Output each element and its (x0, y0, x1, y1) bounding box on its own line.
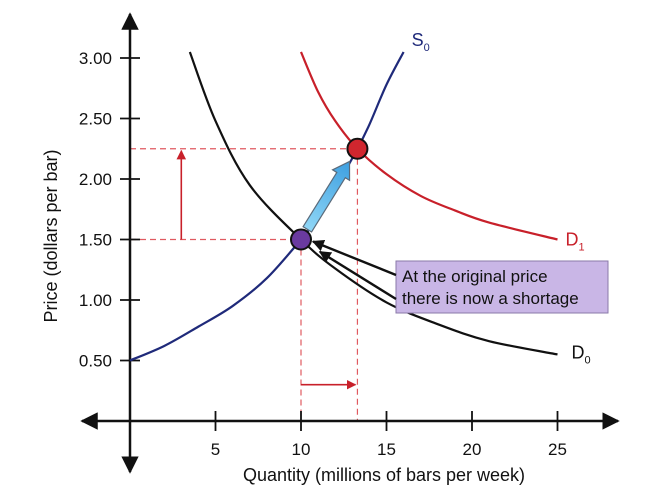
movement-arrow (302, 160, 351, 233)
y-axis-label: Price (dollars per bar) (41, 149, 61, 322)
curves: S0 D0 D1 (129, 30, 591, 366)
annotation: At the original price there is now a shor… (311, 239, 609, 314)
y-tick-label: 1.00 (79, 291, 112, 310)
y-tick-label: 3.00 (79, 49, 112, 68)
x-tick-label: 25 (548, 440, 567, 459)
curve-label-d1: D1 (566, 230, 585, 254)
curve-d1 (299, 51, 558, 241)
annotation-pointer-0 (311, 239, 397, 277)
x-tick-label: 20 (463, 440, 482, 459)
equilibrium-points (290, 137, 369, 251)
annotation-pointer-1 (318, 250, 397, 301)
x-tick-label: 5 (211, 440, 220, 459)
equilibrium-point-1 (346, 137, 369, 160)
shift-arrows (176, 149, 357, 390)
y-tick-label: 0.50 (79, 352, 112, 371)
curve-label-d0: D0 (572, 342, 591, 366)
annotation-box (395, 260, 609, 314)
y-tick-label: 2.50 (79, 110, 112, 129)
curve-label-s0: S0 (412, 30, 430, 54)
annotation-text-line: At the original price (402, 267, 548, 286)
tick-labels: 0.50 1.00 1.50 2.00 2.50 3.00 5 10 15 20 25 (79, 49, 567, 459)
y-tick-label: 1.50 (79, 231, 112, 250)
curve-d0 (188, 51, 558, 356)
movement-arrow-shape (302, 160, 351, 233)
annotation-text-line: there is now a shortage (402, 289, 579, 308)
x-axis-label: Quantity (millions of bars per week) (243, 465, 525, 485)
y-tick-label: 2.00 (79, 170, 112, 189)
x-tick-label: 10 (292, 440, 311, 459)
x-tick-label: 15 (377, 440, 396, 459)
equilibrium-point-0 (290, 228, 312, 251)
reference-lines (130, 148, 359, 421)
axes (80, 12, 620, 474)
